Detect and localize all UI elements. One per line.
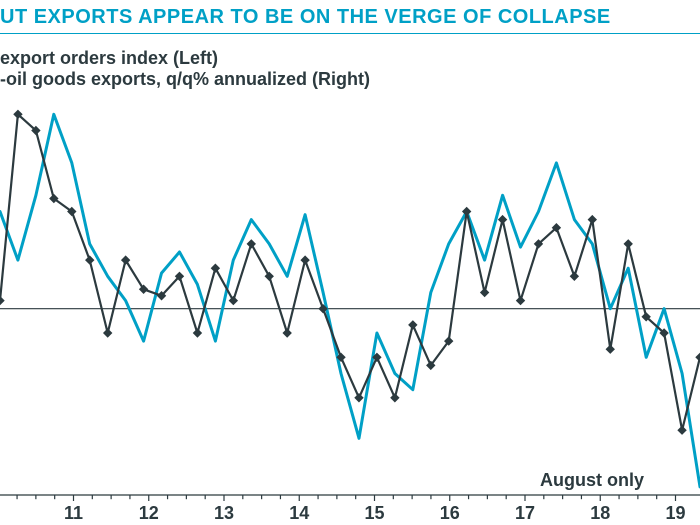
marker (0, 297, 4, 305)
x-tick-label: 12 (129, 503, 169, 524)
x-tick-label: 15 (355, 503, 395, 524)
line-chart (0, 90, 700, 510)
legend: export orders index (Left) -oil goods ex… (0, 34, 700, 90)
marker (104, 329, 112, 337)
marker (570, 272, 578, 280)
x-tick-label: 16 (430, 503, 470, 524)
legend-item-1: export orders index (Left) (0, 48, 700, 69)
series-export-orders-index (0, 114, 700, 487)
marker (481, 289, 489, 297)
chart-title: UT EXPORTS APPEAR TO BE ON THE VERGE OF … (0, 0, 700, 34)
legend-item-2: -oil goods exports, q/q% annualized (Rig… (0, 69, 700, 90)
marker (499, 216, 507, 224)
marker (86, 256, 94, 264)
marker (193, 329, 201, 337)
marker (624, 240, 632, 248)
x-tick-label: 19 (656, 503, 696, 524)
x-tick-label: 17 (505, 503, 545, 524)
chart-area: August only 111213141516171819 (0, 90, 700, 510)
marker (696, 353, 700, 361)
annotation-august-only: August only (540, 470, 644, 491)
x-tick-label: 14 (279, 503, 319, 524)
x-tick-label: 18 (580, 503, 620, 524)
x-tick-label: 11 (54, 503, 94, 524)
marker (606, 345, 614, 353)
marker (355, 394, 363, 402)
marker (301, 256, 309, 264)
marker (409, 321, 417, 329)
marker (283, 329, 291, 337)
marker (391, 394, 399, 402)
x-tick-label: 13 (204, 503, 244, 524)
marker (588, 216, 596, 224)
marker (678, 426, 686, 434)
marker (517, 297, 525, 305)
